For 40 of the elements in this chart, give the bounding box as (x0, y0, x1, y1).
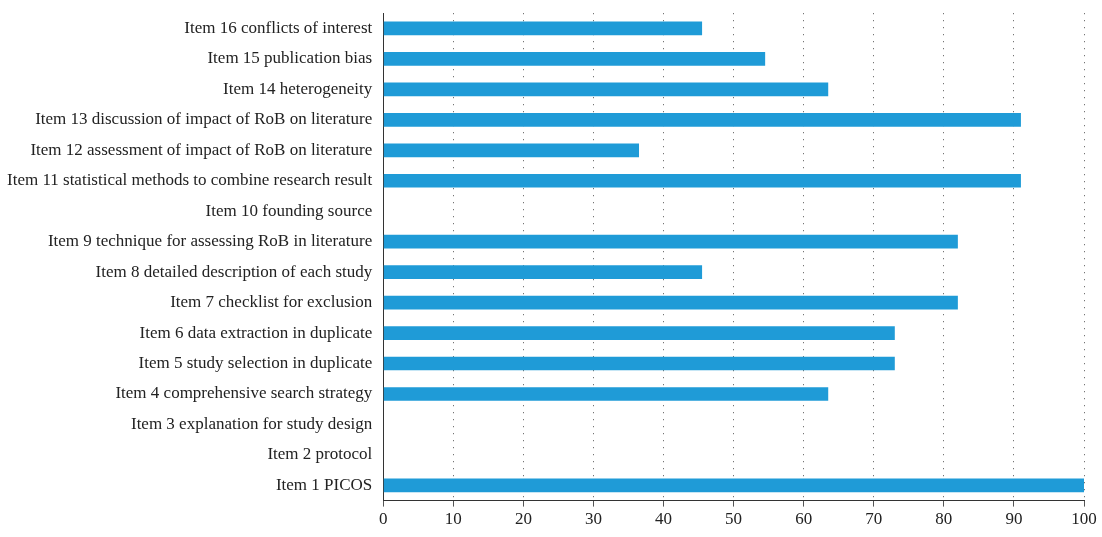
y-tick-label: Item 15 publication bias (207, 48, 373, 68)
x-tick-label: 20 (514, 509, 532, 529)
y-tick-label: Item 16 conflicts of interest (184, 17, 373, 37)
x-tick-label: 0 (378, 509, 388, 529)
bar (383, 143, 640, 158)
bar (383, 173, 1021, 188)
y-tick-label: Item 9 technique for assessing RoB in literature (47, 231, 373, 251)
y-tick-label: Item 12 assessment of impact of RoB on literature (30, 139, 373, 159)
y-tick-label: Item 14 heterogeneity (223, 78, 373, 98)
x-tick-label: 50 (725, 509, 743, 529)
y-tick-label: Item 10 founding source (205, 200, 373, 220)
bar (383, 326, 895, 340)
bar (383, 112, 1021, 127)
y-tick-label: Item 2 protocol (267, 444, 373, 464)
bar (383, 478, 1084, 493)
x-tick-label: 60 (795, 509, 813, 529)
bar (383, 52, 766, 66)
x-tick-label: 100 (1071, 509, 1097, 529)
x-tick-label: 90 (1005, 509, 1023, 529)
y-tick-label: Item 7 checklist for exclusion (170, 292, 373, 312)
bar (383, 82, 829, 97)
y-tick-label: Item 13 discussion of impact of RoB on literature (35, 109, 373, 129)
y-tick-label: Item 8 detailed description of each study (95, 261, 373, 281)
bar (383, 265, 703, 279)
bar (383, 295, 958, 310)
bar (383, 234, 958, 249)
y-tick-label: Item 3 explanation for study design (130, 413, 373, 433)
x-tick-label: 70 (865, 509, 883, 529)
bar (383, 21, 703, 36)
y-tick-label: Item 6 data extraction in duplicate (139, 322, 373, 342)
bar (383, 356, 895, 371)
x-tick-label: 30 (584, 509, 602, 529)
x-tick-label: 10 (444, 509, 462, 529)
x-tick-label: 80 (935, 509, 953, 529)
bar (383, 387, 829, 401)
y-tick-label: Item 5 study selection in duplicate (138, 352, 373, 372)
x-tick-label: 40 (655, 509, 673, 529)
y-tick-label: Item 1 PICOS (275, 474, 373, 494)
y-tick-label: Item 4 comprehensive search strategy (115, 383, 373, 403)
y-tick-label: Item 11 statistical methods to combine research result (7, 170, 373, 190)
